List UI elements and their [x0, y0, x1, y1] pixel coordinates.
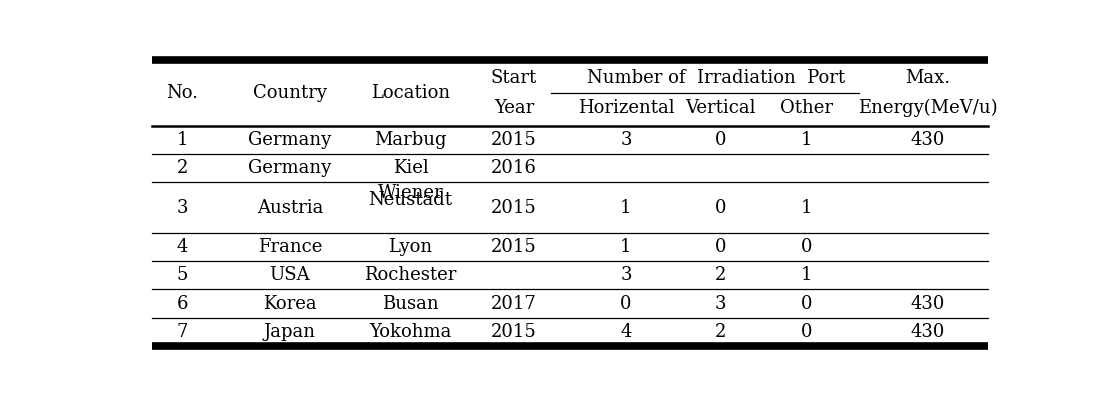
Text: 2015: 2015: [492, 131, 537, 149]
Text: 0: 0: [801, 323, 813, 341]
Text: 2: 2: [177, 159, 188, 178]
Text: 2016: 2016: [490, 159, 537, 178]
Text: Lyon: Lyon: [388, 238, 433, 256]
Text: 0: 0: [801, 238, 813, 256]
Text: Marbug: Marbug: [375, 131, 447, 149]
Text: Other: Other: [781, 99, 833, 117]
Text: 0: 0: [620, 294, 632, 312]
Text: No.: No.: [166, 84, 198, 102]
Text: 5: 5: [177, 267, 188, 284]
Text: 2015: 2015: [492, 238, 537, 256]
Text: Busan: Busan: [383, 294, 439, 312]
Text: Energy(MeV/u): Energy(MeV/u): [857, 99, 997, 117]
Text: 3: 3: [620, 267, 632, 284]
Text: Vertical: Vertical: [685, 99, 756, 117]
Text: Start: Start: [490, 69, 537, 87]
Text: Horizental: Horizental: [577, 99, 674, 117]
Text: France: France: [258, 238, 322, 256]
Text: Location: Location: [371, 84, 450, 102]
Text: 2: 2: [715, 323, 726, 341]
Text: Korea: Korea: [264, 294, 317, 312]
Text: 0: 0: [715, 199, 726, 217]
Text: 6: 6: [177, 294, 188, 312]
Text: 1: 1: [177, 131, 188, 149]
Text: 2017: 2017: [492, 294, 537, 312]
Text: 3: 3: [715, 294, 726, 312]
Text: 3: 3: [620, 131, 632, 149]
Text: Germany: Germany: [248, 131, 331, 149]
Text: 1: 1: [620, 199, 632, 217]
Text: Kiel: Kiel: [393, 159, 428, 178]
Text: 0: 0: [801, 294, 813, 312]
Text: Yokohma: Yokohma: [369, 323, 451, 341]
Text: 0: 0: [715, 238, 726, 256]
Text: 4: 4: [177, 238, 188, 256]
Text: Max.: Max.: [905, 69, 950, 87]
Text: 430: 430: [911, 131, 945, 149]
Text: 7: 7: [177, 323, 188, 341]
Text: Number of  Irradiation  Port: Number of Irradiation Port: [587, 69, 845, 87]
Text: 1: 1: [801, 199, 813, 217]
Text: 1: 1: [620, 238, 632, 256]
Text: 2015: 2015: [492, 323, 537, 341]
Text: 1: 1: [801, 267, 813, 284]
Text: Rochester: Rochester: [365, 267, 457, 284]
Text: 430: 430: [911, 294, 945, 312]
Text: 3: 3: [177, 199, 188, 217]
Text: Year: Year: [494, 99, 534, 117]
Text: 2015: 2015: [492, 199, 537, 217]
Text: Germany: Germany: [248, 159, 331, 178]
Text: 0: 0: [715, 131, 726, 149]
Text: 1: 1: [801, 131, 813, 149]
Text: Wiener: Wiener: [378, 184, 444, 202]
Text: Country: Country: [252, 84, 327, 102]
Text: 430: 430: [911, 323, 945, 341]
Text: Neustadt: Neustadt: [368, 191, 453, 209]
Text: 4: 4: [620, 323, 632, 341]
Text: Japan: Japan: [264, 323, 316, 341]
Text: USA: USA: [269, 267, 310, 284]
Text: 2: 2: [715, 267, 726, 284]
Text: Austria: Austria: [257, 199, 322, 217]
